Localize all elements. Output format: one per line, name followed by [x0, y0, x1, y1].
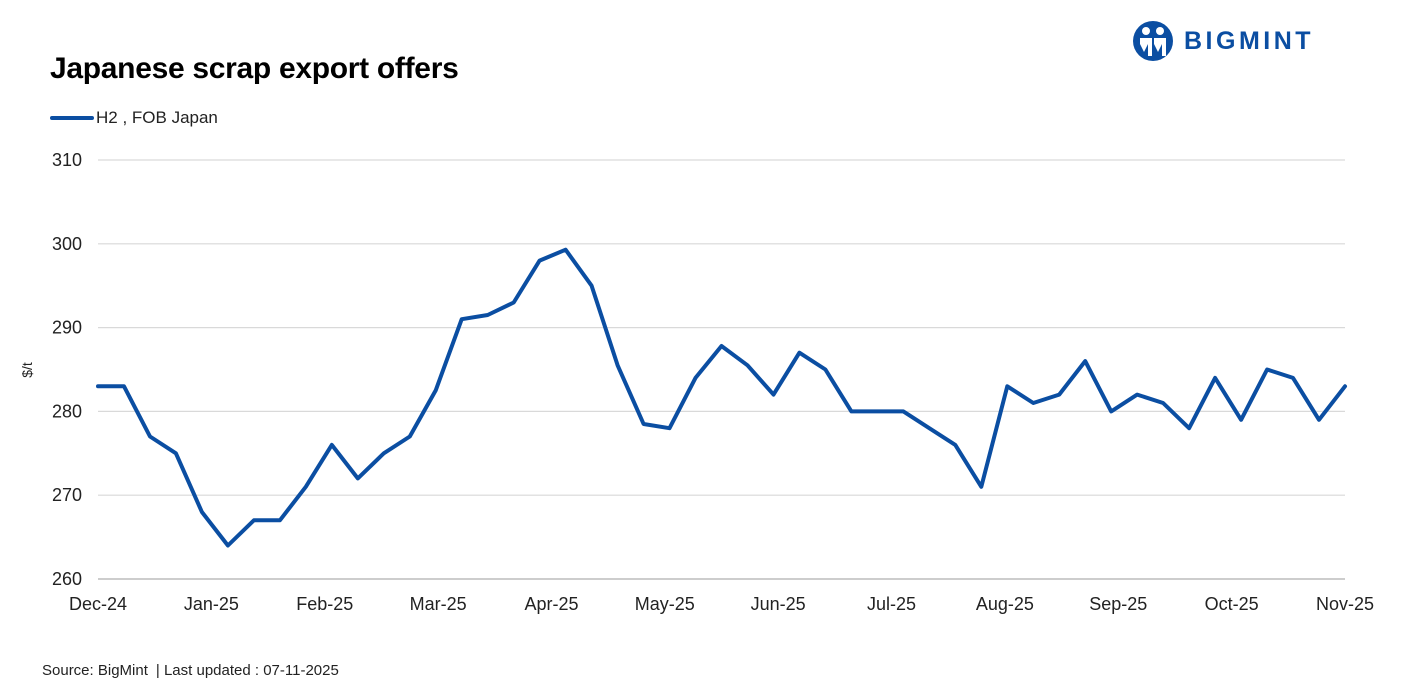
data-point: [357, 477, 359, 479]
data-point: [97, 385, 99, 387]
data-point: [227, 544, 229, 546]
data-point: [669, 427, 671, 429]
data-point: [980, 486, 982, 488]
x-tick-label: Mar-25: [410, 594, 467, 614]
x-tick-label: Jul-25: [867, 594, 916, 614]
data-point: [253, 519, 255, 521]
y-tick-labels: 260 270 280 290 300 310: [52, 150, 82, 589]
y-tick-label: 280: [52, 401, 82, 421]
y-tick-label: 300: [52, 234, 82, 254]
data-point: [383, 452, 385, 454]
data-point: [1292, 377, 1294, 379]
data-point: [746, 364, 748, 366]
y-tick-label: 260: [52, 569, 82, 589]
x-tick-label: Aug-25: [976, 594, 1034, 614]
data-point: [487, 314, 489, 316]
data-point: [1136, 394, 1138, 396]
data-point: [824, 369, 826, 370]
gridlines: [98, 159, 1345, 580]
y-tick-label: 310: [52, 150, 82, 170]
bigmint-logo-icon: [1133, 21, 1173, 61]
x-tick-label: Nov-25: [1316, 594, 1374, 614]
series-line-h2-fob-japan: [96, 247, 1347, 548]
data-point: [876, 410, 878, 412]
brand-logo: BIGMINT: [1132, 20, 1314, 62]
x-tick-label: Oct-25: [1205, 594, 1259, 614]
data-point: [1344, 385, 1346, 387]
brand-name: BIGMINT: [1184, 26, 1315, 55]
source-note: Source: BigMint | Last updated : 07-11-20…: [42, 662, 339, 679]
data-point: [1110, 410, 1112, 412]
data-point: [175, 452, 177, 454]
data-point: [1084, 360, 1086, 362]
data-point: [850, 410, 852, 412]
y-axis-label: $/t: [19, 362, 35, 378]
data-point: [1318, 419, 1320, 421]
data-point: [539, 260, 541, 262]
data-point: [201, 511, 203, 513]
x-tick-label: May-25: [635, 594, 695, 614]
last-updated-text: | Last updated : 07-11-2025: [155, 662, 339, 679]
data-point: [902, 410, 904, 412]
data-point: [721, 345, 722, 347]
data-point: [1188, 427, 1190, 429]
data-point: [565, 249, 567, 251]
legend-label: H2 , FOB Japan: [96, 108, 218, 127]
data-point: [928, 427, 930, 429]
data-point: [1240, 419, 1242, 421]
data-point: [513, 301, 515, 303]
data-point: [591, 285, 593, 287]
legend-swatch: [50, 116, 94, 120]
data-point: [617, 364, 619, 366]
data-point: [305, 486, 307, 488]
chart-title: Japanese scrap export offers: [50, 52, 459, 85]
data-point: [798, 352, 800, 354]
data-point: [772, 394, 774, 396]
x-tick-label: Sep-25: [1089, 594, 1147, 614]
data-point: [409, 436, 411, 438]
x-tick-label: Jun-25: [751, 594, 806, 614]
data-point: [1214, 377, 1216, 379]
data-point: [643, 423, 645, 425]
x-tick-label: Apr-25: [524, 594, 578, 614]
y-tick-label: 290: [52, 318, 82, 338]
x-tick-label: Dec-24: [69, 594, 127, 614]
data-point: [1162, 402, 1164, 404]
x-tick-label: Feb-25: [296, 594, 353, 614]
data-point: [695, 377, 697, 379]
source-text: Source: BigMint: [42, 662, 148, 679]
series-group: [96, 247, 1347, 548]
data-point: [279, 519, 281, 521]
data-point: [435, 389, 437, 391]
data-point: [1032, 402, 1034, 404]
x-tick-labels: Dec-24 Jan-25 Feb-25 Mar-25 Apr-25 May-25 Jun-…: [69, 594, 1374, 614]
data-point: [331, 444, 333, 446]
data-point: [954, 444, 956, 446]
x-tick-label: Jan-25: [184, 594, 239, 614]
data-point: [149, 436, 151, 438]
data-point: [123, 385, 125, 387]
data-point: [1058, 394, 1060, 396]
data-point: [1266, 369, 1268, 370]
legend: H2 , FOB Japan: [50, 108, 218, 128]
y-tick-label: 270: [52, 485, 82, 505]
data-point: [461, 318, 463, 320]
data-point: [1006, 385, 1008, 387]
